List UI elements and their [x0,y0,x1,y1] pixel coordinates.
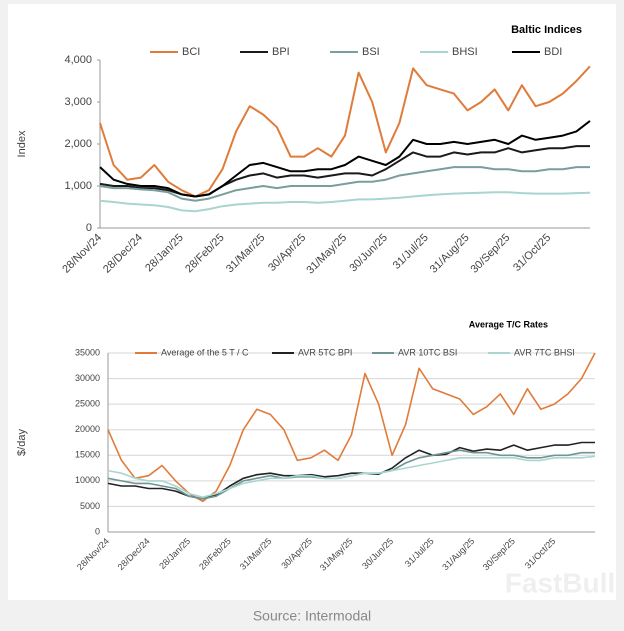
legend-label: AVR 10TC BSI [398,347,457,357]
y-tick-label: 30000 [75,373,100,383]
y-tick-label: 10000 [75,475,100,485]
legend-label: BSI [362,46,380,58]
source: Source: Intermodal [253,608,371,624]
legend-label: BDI [544,46,562,58]
data-line [99,120,591,198]
data-line [99,166,590,202]
y-axis-label: $/day [16,429,28,456]
y-tick-label: 5000 [80,501,100,511]
data-line [99,191,591,213]
y-tick-label: 15000 [75,450,100,460]
chart-title: Baltic Indices [511,24,582,36]
legend-label: AVR 5TC BPI [298,347,352,357]
y-tick-label: 35000 [75,347,100,357]
data-line [107,455,596,499]
y-tick-label: 0 [95,526,100,536]
watermark: FastBull [505,567,615,598]
legend-label: Average of the 5 T / C [161,347,249,357]
chart-title: Average T/C Rates [469,319,548,329]
legend-label: BHSI [452,46,478,58]
y-axis-label: Index [16,130,28,157]
y-tick-label: 20000 [75,424,100,434]
legend-label: BCI [182,46,200,58]
y-tick-label: 4,000 [64,54,92,66]
y-tick-label: 3,000 [64,96,92,108]
y-tick-label: 2,000 [64,138,92,150]
y-tick-label: 0 [86,222,92,234]
legend-label: BPI [272,46,290,58]
card [8,4,616,600]
y-tick-label: 1,000 [64,180,92,192]
y-tick-label: 25000 [75,399,100,409]
legend-label: AVR 7TC BHSI [514,347,575,357]
data-line [99,65,591,198]
